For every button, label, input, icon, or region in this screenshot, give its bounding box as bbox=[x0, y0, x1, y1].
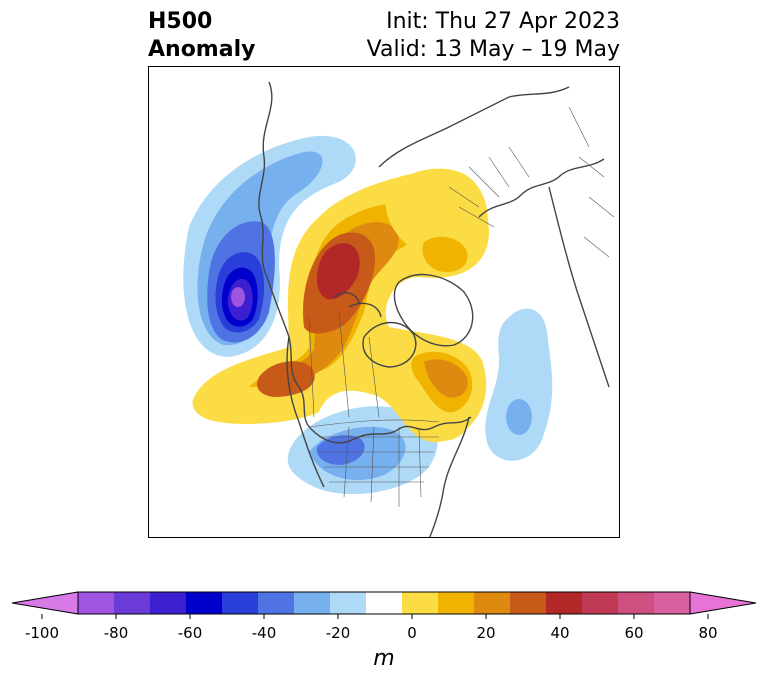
us-states-grid bbox=[319, 426, 439, 507]
pos-anomaly-siberia-20 bbox=[422, 236, 468, 273]
colorbar-cell bbox=[474, 592, 511, 614]
anomaly-contours bbox=[183, 135, 553, 495]
colorbar-cell bbox=[294, 592, 331, 614]
colorbar-cell bbox=[438, 592, 475, 614]
canada-provinces bbox=[308, 311, 380, 418]
valid-range: Valid: 13 May – 19 May bbox=[366, 37, 620, 62]
borders bbox=[308, 106, 615, 507]
anomaly-map bbox=[148, 66, 620, 538]
colorbar-cells bbox=[78, 592, 691, 614]
colorbar-tick-label: 20 bbox=[476, 624, 496, 642]
colorbar-tick-label: 0 bbox=[407, 624, 417, 642]
east-us-coast bbox=[429, 416, 470, 537]
coastlines bbox=[258, 81, 610, 537]
pos-anomaly-canada-50 bbox=[317, 243, 360, 300]
greenland-coast bbox=[393, 273, 474, 347]
colorbar-cell bbox=[366, 592, 403, 614]
colorbar-outline bbox=[77, 591, 691, 615]
neg-anomaly-atlantic-20 bbox=[485, 308, 553, 461]
arctic-islands bbox=[333, 292, 382, 318]
neg-anomaly-atlantic-30 bbox=[506, 399, 532, 435]
russia-regions bbox=[448, 146, 530, 228]
map-title-left: H500 Anomaly bbox=[148, 8, 255, 64]
colorbar-tick-label: 40 bbox=[550, 624, 570, 642]
pos-anomaly-siberia-10 bbox=[385, 168, 488, 262]
colorbar-cell bbox=[186, 592, 223, 614]
pos-anomaly-east-30 bbox=[424, 359, 468, 398]
colorbar-cell bbox=[150, 592, 187, 614]
neg-anomaly-us-40 bbox=[316, 435, 365, 465]
colorbar-tick-label: -80 bbox=[103, 624, 129, 642]
colorbar-cell bbox=[510, 592, 547, 614]
title-variable: H500 bbox=[148, 9, 213, 34]
colorbar bbox=[11, 591, 757, 619]
colorbar-low-extension bbox=[11, 591, 79, 615]
colorbar-tick-label: -100 bbox=[24, 624, 60, 642]
colorbar-cell bbox=[78, 592, 115, 614]
colorbar-high-extension bbox=[689, 591, 757, 615]
colorbar-tick-label: 80 bbox=[698, 624, 718, 642]
colorbar-cell bbox=[222, 592, 259, 614]
colorbar-cell bbox=[402, 592, 439, 614]
map-svg bbox=[183, 81, 615, 537]
west-coast bbox=[286, 336, 325, 488]
eurasia-coast bbox=[378, 86, 605, 218]
title-field-type: Anomaly bbox=[148, 37, 256, 62]
europe-borders bbox=[568, 106, 615, 258]
colorbar-cell bbox=[654, 592, 691, 614]
hudson-bay-coast bbox=[362, 321, 417, 368]
colorbar-tick-label: -60 bbox=[177, 624, 203, 642]
colorbar-cell bbox=[330, 592, 367, 614]
map-title-right: Init: Thu 27 Apr 2023 Valid: 13 May – 19… bbox=[367, 8, 620, 64]
colorbar-ticks bbox=[41, 614, 709, 619]
colorbar-tick-label: 60 bbox=[624, 624, 644, 642]
colorbar-tick-label: -20 bbox=[325, 624, 351, 642]
init-date: Init: Thu 27 Apr 2023 bbox=[386, 9, 620, 34]
colorbar-cell bbox=[114, 592, 151, 614]
europe-coast bbox=[548, 186, 610, 388]
colorbar-cell bbox=[258, 592, 295, 614]
north-america-coast bbox=[258, 81, 472, 444]
us-canada-border bbox=[308, 419, 440, 428]
colorbar-tick-label: -40 bbox=[251, 624, 277, 642]
colorbar-cell bbox=[582, 592, 619, 614]
colorbar-unit: m bbox=[373, 646, 395, 671]
colorbar-cell bbox=[546, 592, 583, 614]
neg-anomaly-pacific-core bbox=[231, 287, 245, 307]
colorbar-cell bbox=[618, 592, 655, 614]
